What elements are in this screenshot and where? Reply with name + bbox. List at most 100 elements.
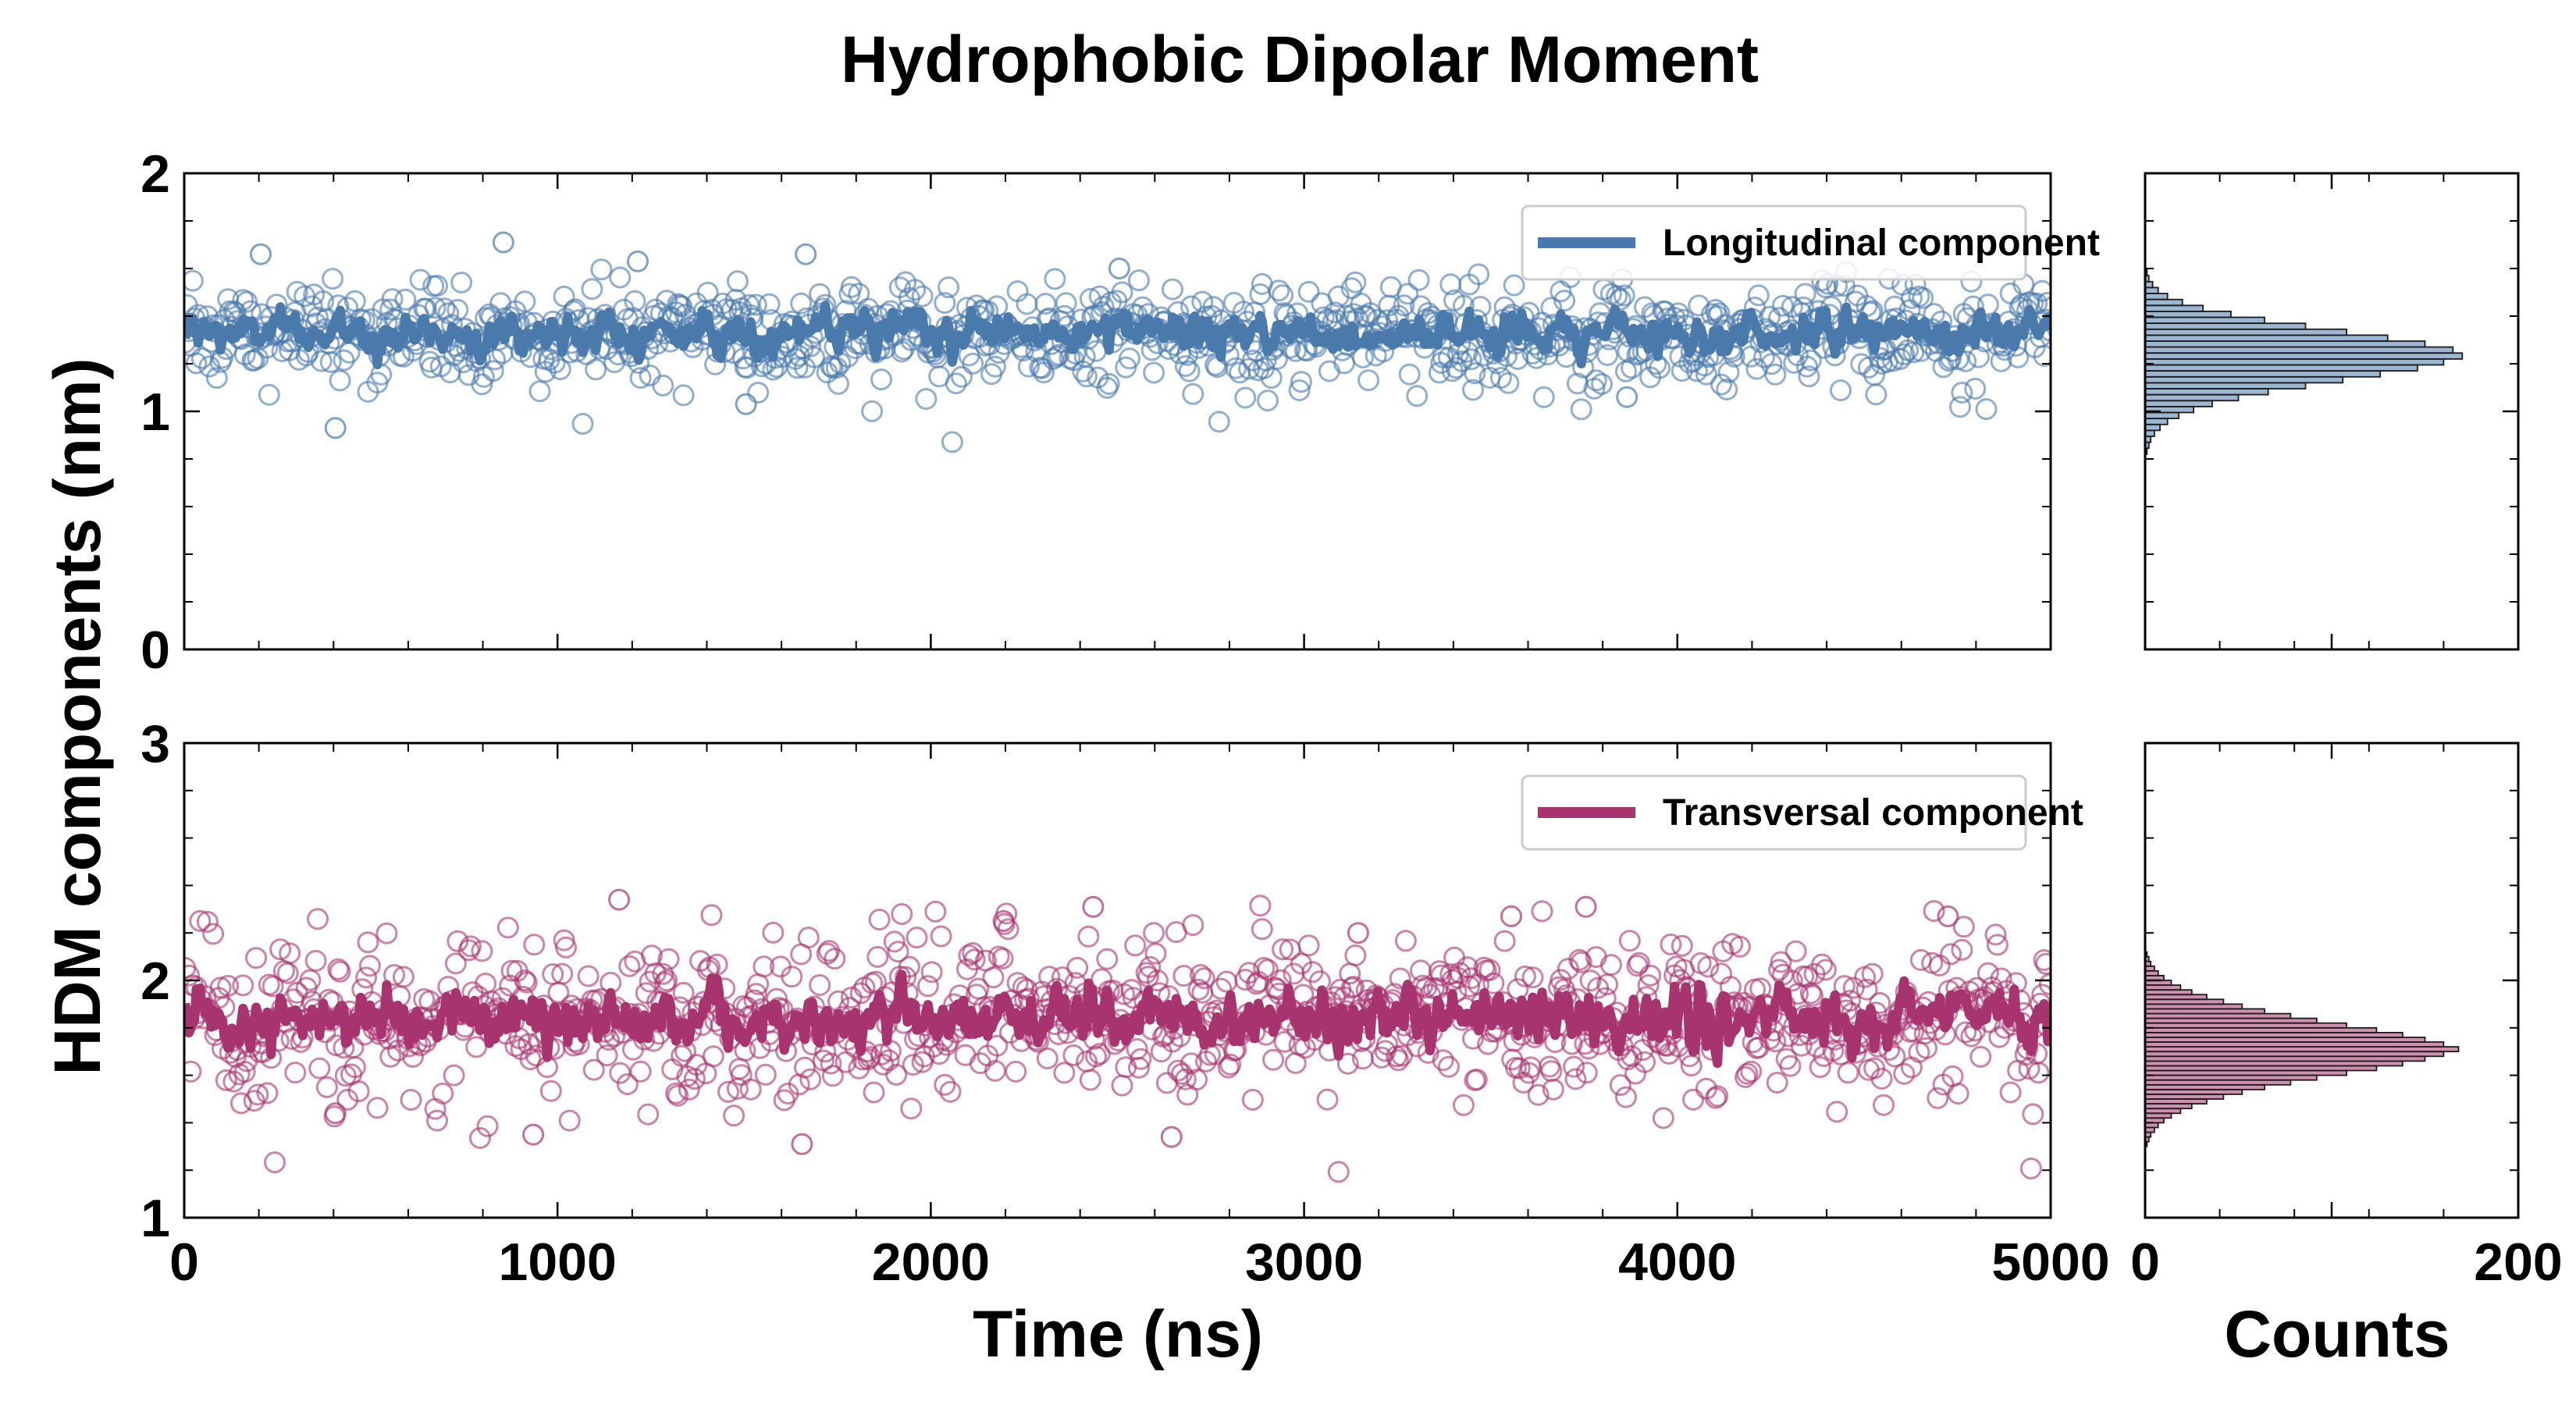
data-point [460,935,482,958]
histogram-bar [2144,965,2155,972]
data-point [1542,1078,1564,1101]
histogram-bar [2144,298,2183,307]
data-point [1297,934,1320,957]
data-point [1660,934,1682,955]
histogram-bar [2144,393,2240,402]
legend-label: Transversal component [1663,792,2083,834]
data-point [432,1082,454,1104]
data-point [1288,379,1311,401]
data-point [1596,344,1619,366]
histogram-bar [2144,989,2193,996]
data-point [1656,1034,1678,1057]
data-point [629,1060,652,1083]
data-point [528,380,551,403]
data-point [355,966,378,989]
data-point [1639,964,1662,987]
outlier-point [992,910,1015,932]
data-point [590,258,613,281]
data-point [1575,1062,1598,1084]
data-point [1814,959,1837,981]
data-point [1497,372,1520,394]
data-point [307,908,329,930]
data-point [1550,969,1572,991]
data-point [794,1056,816,1079]
data-point [753,955,775,978]
data-point [327,958,350,980]
data-point [1128,269,1150,292]
data-point [809,283,831,305]
data-point [2033,949,2051,971]
outlier-point [795,243,817,265]
data-point [916,975,939,998]
data-point [1268,279,1290,302]
data-point [1172,965,1195,987]
data-point [1072,360,1094,382]
histogram-bar [2144,1083,2265,1090]
y-tick-label: 1 [141,382,170,442]
data-point [1951,938,1973,961]
data-point [1169,1025,1191,1048]
chart-title: Hydrophobic Dipolar Moment [841,23,1759,96]
data-point [1357,369,1380,392]
data-point [1768,959,1791,981]
outlier-point [1347,922,1369,944]
data-point [629,367,652,389]
data-point [1708,302,1731,325]
outlier-point [627,250,649,272]
histogram-bar [2144,1032,2403,1038]
data-point [1296,340,1318,362]
data-point [885,1063,908,1086]
data-point [1893,343,1916,365]
data-point [1570,951,1592,973]
data-point [315,1076,338,1098]
data-point [523,934,546,956]
data-point [1290,371,1312,393]
data-point [1615,1086,1637,1108]
histogram-bar [2144,310,2232,318]
data-point [1527,1083,1550,1106]
data-point [1316,1088,1339,1111]
histogram-bar [2144,382,2307,389]
outlier-point [1616,386,1638,408]
data-point [401,1046,424,1068]
data-point [1387,1049,1410,1072]
histogram-bar [2144,1046,2460,1053]
data-point [1257,959,1279,981]
data-point [1044,268,1066,290]
data-point [1398,363,1421,386]
time-x-tick-label: 2000 [872,1232,990,1292]
data-point [366,1097,389,1119]
data-point [392,966,415,988]
transversal-histogram-panel [2144,742,2520,1219]
data-point [991,948,1014,969]
data-point [1460,348,1482,371]
legend-box [1521,774,2027,851]
data-point [1837,1062,1859,1084]
data-point [1794,283,1816,305]
data-point [319,350,342,373]
data-point [653,972,676,994]
histogram-bar [2144,322,2307,330]
histogram-bar [2144,370,2382,378]
data-point [251,303,273,325]
data-point [1599,954,1622,976]
data-point [797,927,820,949]
data-point [1820,296,1843,318]
data-point [706,953,728,976]
data-point [1146,969,1169,992]
data-point [1111,281,1133,304]
histogram-bar [2144,1051,2445,1058]
data-point [196,911,219,933]
data-point [2019,1158,2042,1179]
data-point [1856,978,1878,1001]
data-point [1062,1044,1085,1066]
data-point [1747,284,1770,307]
data-point [476,1115,499,1137]
legend: Transversal component [1521,774,2083,851]
time-x-tick-label: 3000 [1245,1232,1363,1292]
data-point [911,285,934,308]
data-point [312,290,335,312]
data-point [258,383,280,406]
data-point [1764,363,1787,386]
outlier-point [1500,905,1522,927]
